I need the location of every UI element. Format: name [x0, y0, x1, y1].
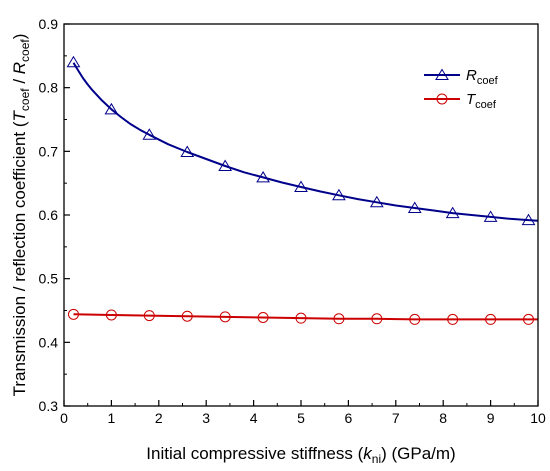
data-point-r-coef	[256, 170, 270, 183]
data-point-r-coef	[218, 159, 233, 171]
legend-label-t-coef: Tcoef	[466, 91, 497, 111]
y-tick-label: 0.9	[39, 16, 59, 32]
data-point-t-coef	[257, 312, 269, 324]
x-tick-label: 3	[202, 410, 210, 426]
data-point-t-coef	[523, 313, 535, 325]
x-tick-label: 9	[487, 410, 495, 426]
data-point-t-coef	[447, 313, 459, 325]
x-tick-label: 2	[155, 410, 163, 426]
y-tick-label: 0.4	[39, 334, 59, 350]
data-point-r-coef	[407, 201, 422, 213]
data-point-r-coef	[294, 180, 308, 192]
data-point-r-coef	[521, 213, 536, 226]
data-point-t-coef	[181, 310, 193, 322]
data-point-r-coef	[180, 145, 195, 157]
x-tick-label: 0	[60, 410, 68, 426]
axis-ticks: 0 1 2 3 4 5 6 7 8 9 10 0.3 0.4 0.5 0.6 0.7 0.8 0.9	[39, 16, 546, 426]
data-point-r-coef	[66, 55, 81, 68]
data-point-t-coef	[295, 312, 307, 324]
legend-item-t-coef: Tcoef	[424, 91, 497, 111]
data-point-t-coef	[105, 309, 117, 321]
data-point-t-coef	[143, 310, 155, 322]
x-axis-title: Initial compressive stiffness (kni) (GPa…	[146, 444, 455, 466]
data-point-r-coef	[142, 128, 157, 140]
y-tick-label: 0.7	[39, 143, 59, 159]
x-tick-label: 7	[392, 410, 400, 426]
data-point-t-coef	[371, 313, 383, 325]
legend-marker-t-coef	[436, 93, 448, 105]
data-point-r-coef	[445, 206, 460, 219]
y-tick-label: 0.8	[39, 80, 59, 96]
y-tick-label: 0.6	[39, 207, 59, 223]
legend-item-r-coef: Rcoef	[424, 67, 499, 87]
data-point-t-coef	[219, 311, 231, 323]
data-point-t-coef	[485, 313, 497, 325]
data-point-r-coef	[104, 102, 119, 115]
legend-marker-r-coef	[435, 68, 449, 80]
data-point-t-coef	[333, 313, 345, 325]
x-tick-label: 1	[108, 410, 116, 426]
legend: Rcoef Tcoef	[424, 67, 499, 111]
data-point-r-coef	[483, 210, 498, 222]
data-point-r-coef	[369, 195, 384, 208]
plot-marks	[66, 55, 539, 325]
series-line-r-coef	[72, 62, 539, 222]
y-tick-label: 0.5	[39, 271, 59, 287]
x-tick-label: 8	[439, 410, 447, 426]
data-point-r-coef	[332, 188, 346, 201]
x-tick-label: 10	[530, 410, 546, 426]
data-point-t-coef	[67, 308, 79, 320]
data-point-t-coef	[409, 313, 421, 325]
x-tick-label: 4	[250, 410, 258, 426]
x-tick-label: 6	[345, 410, 353, 426]
y-axis-title: Transmission / reflection coefficient (T…	[10, 34, 32, 397]
x-tick-label: 5	[297, 410, 305, 426]
y-tick-label: 0.3	[39, 398, 59, 414]
legend-label-r-coef: Rcoef	[466, 67, 499, 87]
series-line-t-coef	[73, 313, 538, 321]
